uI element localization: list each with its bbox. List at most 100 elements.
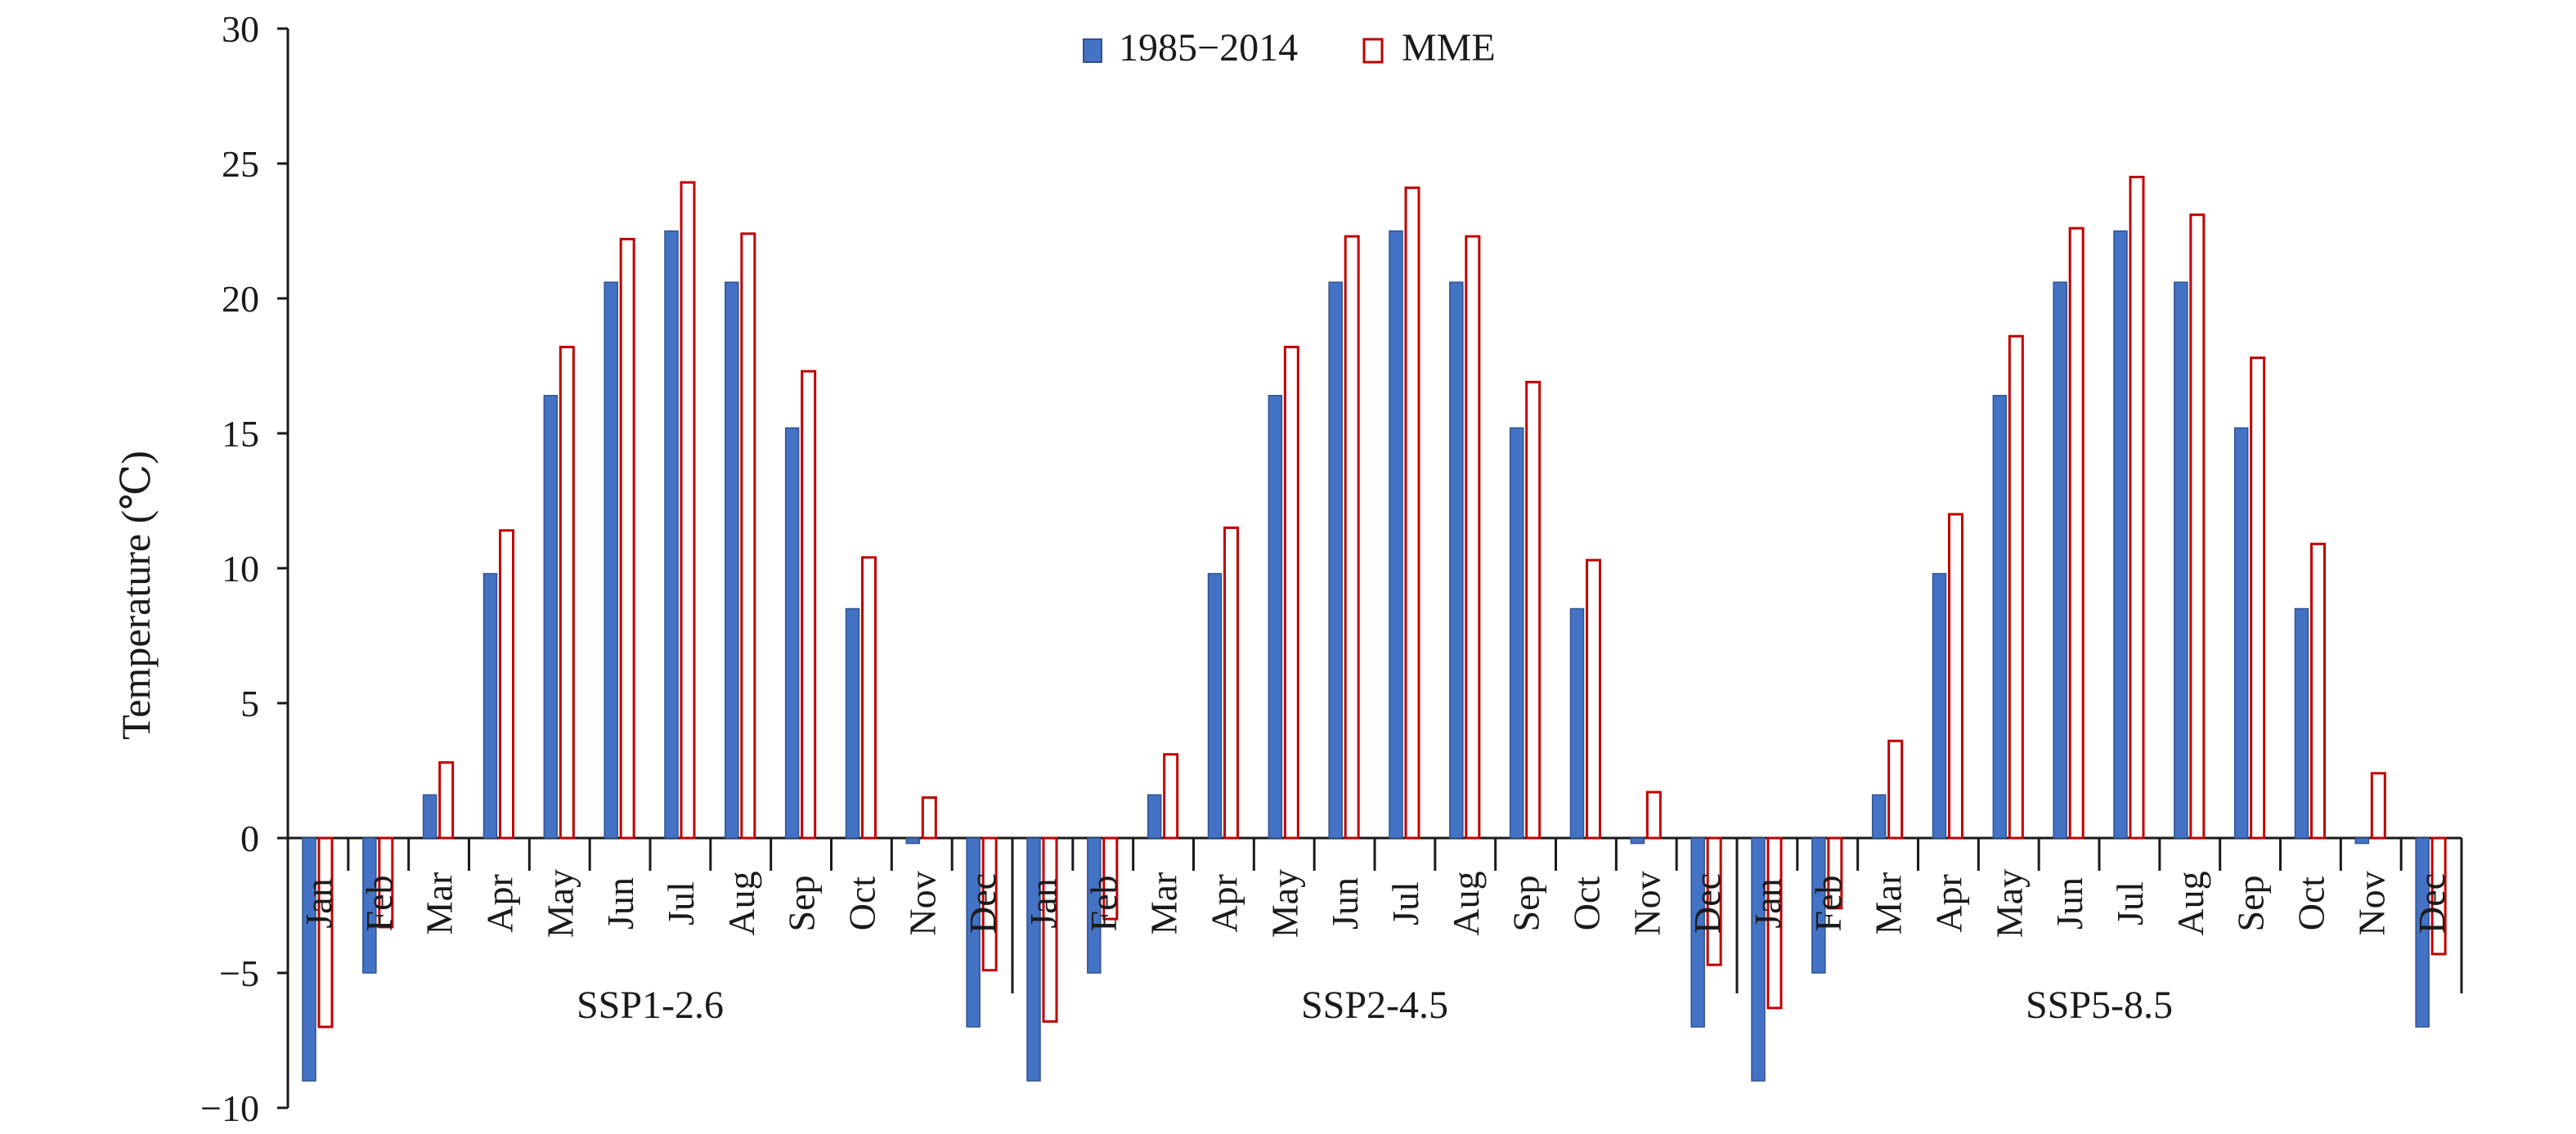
bar-baseline-SSP5-8.5-May [1992,395,2008,839]
bar-baseline-SSP5-8.5-Aug [2174,281,2188,839]
scenario-label: SSP5-8.5 [2026,984,2173,1027]
x-tick-label: Apr [1928,874,1969,933]
x-tick-label: Jan [1747,878,1788,928]
bars [302,176,2447,1082]
bar-mme-SSP2-4.5-Sep [1525,380,1542,840]
x-tick-label: Aug [720,871,762,935]
bar-baseline-SSP5-8.5-Jan [1751,837,1766,1082]
y-axis: 30 25 20 15 10 5 0 −5 −10 [200,8,289,1129]
bar-mme-SSP1-2.6-May [559,345,575,840]
bar-mme-SSP2-4.5-Oct [1586,558,1601,840]
x-tick-label: Nov [901,871,943,935]
x-tick-label: Jul [2109,881,2151,926]
bar-mme-SSP1-2.6-Dec [981,836,998,972]
bar-mme-SSP1-2.6-Jul [680,181,696,840]
bar-baseline-SSP1-2.6-Jul [664,230,679,839]
bar-mme-SSP5-8.5-Jun [2068,226,2085,840]
x-tick-label: Dec [1686,873,1728,934]
y-tick-label: −10 [200,1087,259,1129]
bar-baseline-SSP2-4.5-Apr [1207,572,1223,839]
bar-mme-SSP1-2.6-Nov [921,796,937,840]
x-tick-label: Sep [781,876,823,932]
x-labels: Jan Feb Mar Apr May Jun Jul Aug Sep Oct Nov Dec SSP1… [298,869,2453,1027]
bar-baseline-SSP1-2.6-Dec [966,837,981,1028]
bar-baseline-SSP5-8.5-Sep [2233,427,2249,839]
x-tick-label: Feb [1083,876,1124,932]
bar-mme-SSP2-4.5-May [1283,345,1299,840]
bar-baseline-SSP2-4.5-Oct [1569,607,1585,839]
y-tick-label: 20 [222,278,259,320]
bar-mme-SSP1-2.6-Jan [317,836,334,1029]
x-tick-label: Oct [841,876,882,931]
y-tick-label: 10 [222,548,259,589]
bar-baseline-SSP5-8.5-Nov [2354,837,2370,845]
bar-baseline-SSP1-2.6-Apr [482,572,498,839]
bar-baseline-SSP1-2.6-Nov [905,837,921,845]
x-tick-label: Apr [1203,874,1245,933]
bar-baseline-SSP5-8.5-Feb [1811,837,1826,974]
y-tick-label: 15 [222,413,259,455]
x-tick-label: Apr [478,874,520,933]
x-tick-label: Oct [2290,876,2331,931]
y-tick-label: −5 [219,952,259,994]
bar-baseline-SSP2-4.5-Mar [1147,794,1162,839]
bar-mme-SSP2-4.5-Apr [1223,527,1239,840]
x-tick-label: Jun [1324,877,1366,930]
bar-mme-SSP1-2.6-Feb [378,836,394,929]
bar-mme-SSP5-8.5-Oct [2310,542,2326,840]
x-tick-label: May [1263,869,1305,938]
bar-mme-SSP5-8.5-Jan [1766,836,1783,1010]
bar-mme-SSP2-4.5-Feb [1102,836,1119,921]
x-tick-label: Aug [1445,871,1487,935]
bar-baseline-SSP2-4.5-Jul [1389,230,1403,839]
x-tick-label: Mar [1868,872,1910,935]
bar-mme-SSP2-4.5-Mar [1163,753,1179,840]
x-tick-label: Mar [419,872,460,935]
x-tick-label: Jun [599,877,641,930]
bar-baseline-SSP1-2.6-Oct [845,607,860,839]
legend-swatch-mme [1362,38,1384,64]
bar-mme-SSP1-2.6-Sep [801,370,817,840]
legend-swatch-baseline [1083,38,1102,63]
bar-baseline-SSP2-4.5-Feb [1087,837,1102,974]
x-tick-label: Feb [358,876,400,932]
bar-baseline-SSP1-2.6-Mar [422,794,438,839]
bar-baseline-SSP2-4.5-May [1268,395,1283,839]
y-tick-label: 25 [222,143,259,185]
x-tick-label: Mar [1143,872,1185,935]
y-axis-title: Temperature (℃) [113,450,159,740]
bar-baseline-SSP1-2.6-Jun [604,281,618,839]
bar-baseline-SSP1-2.6-Feb [362,837,377,974]
x-tick-label: Dec [962,873,1003,934]
bar-mme-SSP5-8.5-Aug [2189,213,2206,840]
x-axis [288,836,2463,993]
bar-baseline-SSP5-8.5-Jul [2113,230,2128,839]
bar-mme-SSP1-2.6-Mar [438,761,455,840]
bar-mme-SSP1-2.6-Aug [740,232,756,840]
x-tick-label: Nov [2350,871,2392,935]
x-tick-label: Jan [298,878,339,928]
bar-baseline-SSP5-8.5-Oct [2294,607,2309,839]
bar-baseline-SSP5-8.5-Dec [2415,837,2430,1028]
scenario-label: SSP1-2.6 [577,984,724,1027]
bar-baseline-SSP1-2.6-May [543,395,559,839]
legend: 1985−2014 MME [1083,26,1496,69]
scenario-label: SSP2-4.5 [1301,984,1448,1027]
bar-mme-SSP5-8.5-Jul [2129,176,2145,840]
x-tick-label: Jul [1384,881,1426,926]
bar-baseline-SSP2-4.5-Aug [1449,281,1464,839]
bar-baseline-SSP5-8.5-Mar [1871,794,1887,839]
bar-mme-SSP5-8.5-Feb [1827,836,1843,910]
x-tick-label: Jul [660,881,702,926]
bar-baseline-SSP2-4.5-Jan [1026,837,1041,1082]
y-tick-label: 30 [222,8,259,50]
bar-baseline-SSP1-2.6-Aug [725,281,739,839]
bar-baseline-SSP1-2.6-Jan [302,837,316,1082]
legend-label-mme: MME [1402,26,1496,69]
bar-baseline-SSP2-4.5-Jun [1328,281,1343,839]
bar-mme-SSP2-4.5-Jan [1042,836,1058,1023]
bar-mme-SSP5-8.5-Nov [2370,772,2386,840]
bar-baseline-SSP2-4.5-Dec [1690,837,1705,1028]
bar-baseline-SSP2-4.5-Sep [1509,427,1524,839]
y-tick-label: 0 [240,818,259,859]
